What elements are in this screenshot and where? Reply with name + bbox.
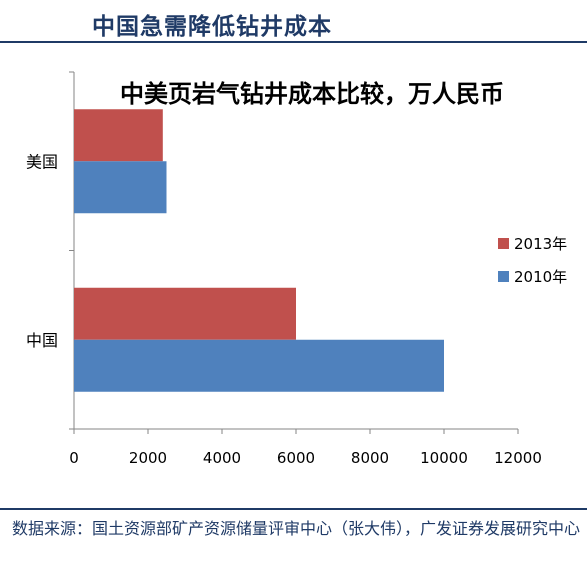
x-tick-label: 12000 bbox=[494, 449, 542, 467]
x-tick-label: 8000 bbox=[351, 449, 389, 467]
page-header: 中国急需降低钻井成本 bbox=[0, 0, 587, 44]
header-divider bbox=[0, 41, 587, 43]
chart-area: 中美页岩气钻井成本比较，万人民币 0 2000 4000 6000 8000 10000 1… bbox=[0, 44, 587, 504]
category-label: 美国 bbox=[26, 152, 58, 171]
page-title: 中国急需降低钻井成本 bbox=[92, 13, 332, 40]
chart-title: 中美页岩气钻井成本比较，万人民币 bbox=[120, 80, 504, 108]
bar-series-a bbox=[74, 109, 163, 162]
x-tick-label: 2000 bbox=[129, 449, 167, 467]
legend-label: 2010年 bbox=[514, 268, 567, 286]
bar-series-b bbox=[74, 339, 444, 392]
bar-series-b bbox=[74, 161, 167, 214]
legend-swatch bbox=[498, 271, 509, 282]
x-tick-label: 4000 bbox=[203, 449, 241, 467]
legend-swatch bbox=[498, 238, 509, 249]
x-tick-label: 10000 bbox=[420, 449, 468, 467]
category-label: 中国 bbox=[26, 331, 58, 350]
bar-series-a bbox=[74, 287, 296, 340]
source-note: 数据来源：国土资源部矿产资源储量评审中心（张大伟），广发证券发展研究中心 bbox=[12, 519, 581, 538]
x-tick-label: 6000 bbox=[277, 449, 315, 467]
legend-label: 2013年 bbox=[514, 235, 567, 253]
footer-divider bbox=[0, 508, 587, 510]
x-tick-label: 0 bbox=[69, 449, 79, 467]
